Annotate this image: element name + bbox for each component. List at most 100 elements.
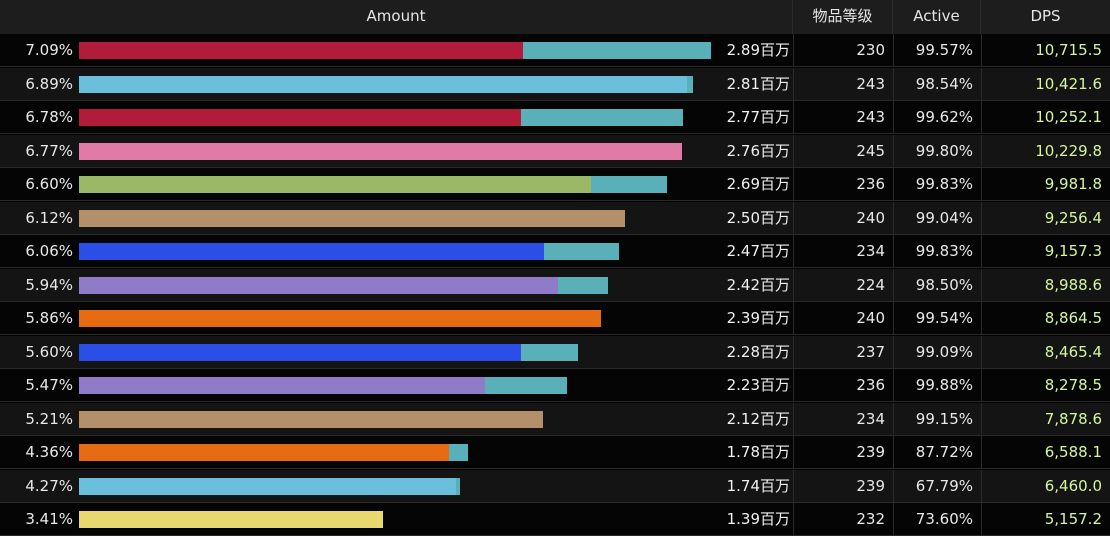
- bar-segment-secondary: [455, 477, 460, 495]
- item-level-value: 224: [793, 268, 885, 302]
- dps-value: 8,864.5: [981, 302, 1102, 335]
- percent-share: 4.36%: [25, 443, 73, 461]
- amount-bar: [79, 436, 719, 469]
- table-row[interactable]: 4.27% 1.74百万 239 67.79% 6,460.0: [0, 469, 1110, 503]
- active-value: 98.54%: [893, 67, 973, 101]
- bar-segment-main: [79, 75, 688, 93]
- amount-bar: [79, 302, 719, 335]
- dps-value: 10,252.1: [981, 101, 1102, 134]
- amount-value: 2.69百万: [726, 175, 790, 193]
- table-row[interactable]: 6.78% 2.77百万 243 99.62% 10,252.1: [0, 101, 1110, 134]
- item-level-value: 243: [793, 67, 885, 101]
- bar-segment-main: [79, 176, 591, 193]
- dps-value: 8,278.5: [981, 369, 1102, 402]
- table-row[interactable]: 6.06% 2.47百万 234 99.83% 9,157.3: [0, 235, 1110, 268]
- amount-bar: [79, 34, 719, 67]
- amount-value: 2.47百万: [726, 242, 790, 260]
- percent-share: 6.60%: [25, 175, 73, 193]
- table-row[interactable]: 5.21% 2.12百万 234 99.15% 7,878.6: [0, 402, 1110, 436]
- table-row[interactable]: 4.36% 1.78百万 239 87.72% 6,588.1: [0, 436, 1110, 469]
- amount-value: 1.74百万: [726, 476, 790, 495]
- percent-share: 6.78%: [25, 108, 73, 126]
- percent-share: 3.41%: [25, 510, 73, 528]
- active-value: 99.88%: [893, 369, 973, 402]
- percent-share: 7.09%: [25, 41, 73, 59]
- percent-share: 6.12%: [25, 208, 73, 227]
- amount-bar: [79, 470, 719, 503]
- table-row[interactable]: 6.12% 2.50百万 240 99.04% 9,256.4: [0, 201, 1110, 235]
- active-value: 99.09%: [893, 335, 973, 369]
- dps-value: 10,421.6: [981, 67, 1102, 101]
- percent-share: 5.60%: [25, 342, 73, 361]
- active-value: 99.57%: [893, 34, 973, 67]
- percent-share: 5.94%: [25, 275, 73, 294]
- bar-segment-main: [79, 276, 559, 294]
- table-row[interactable]: 6.89% 2.81百万 243 98.54% 10,421.6: [0, 67, 1110, 101]
- item-level-value: 239: [793, 436, 885, 469]
- amount-bar: [79, 369, 719, 402]
- percent-share: 6.06%: [25, 242, 73, 260]
- table-row[interactable]: 5.94% 2.42百万 224 98.50% 8,988.6: [0, 268, 1110, 302]
- amount-bar: [79, 135, 719, 168]
- amount-value: 2.76百万: [726, 141, 790, 160]
- bar-segment-main: [79, 109, 522, 126]
- active-value: 87.72%: [893, 436, 973, 469]
- percent-share: 6.77%: [25, 141, 73, 160]
- amount-bar: [79, 403, 719, 436]
- active-value: 98.50%: [893, 268, 973, 302]
- bar-segment-main: [79, 343, 522, 361]
- amount-value: 2.89百万: [726, 41, 790, 59]
- active-value: 99.62%: [893, 101, 973, 134]
- bar-segment-secondary: [590, 176, 668, 193]
- active-value: 73.60%: [893, 503, 973, 536]
- amount-bar: [79, 336, 719, 369]
- bar-segment-secondary: [485, 377, 567, 394]
- table-row[interactable]: 6.77% 2.76百万 245 99.80% 10,229.8: [0, 134, 1110, 168]
- amount-value: 2.42百万: [726, 275, 790, 294]
- bar-segment-secondary: [521, 109, 684, 126]
- dps-value: 10,715.5: [981, 34, 1102, 67]
- table-header: Amount 物品等级 Active DPS: [0, 0, 1110, 35]
- bar-segment-main: [79, 477, 456, 495]
- amount-value: 2.12百万: [726, 409, 790, 428]
- amount-bar: [79, 503, 719, 536]
- bar-segment-main: [79, 444, 449, 461]
- percent-share: 5.86%: [25, 309, 73, 327]
- table-row[interactable]: 6.60% 2.69百万 236 99.83% 9,981.8: [0, 168, 1110, 201]
- column-header-dps[interactable]: DPS: [1030, 7, 1061, 25]
- item-level-value: 234: [793, 235, 885, 268]
- table-row[interactable]: 7.09% 2.89百万 230 99.57% 10,715.5: [0, 34, 1110, 67]
- item-level-value: 245: [793, 134, 885, 168]
- amount-bar: [79, 235, 719, 268]
- active-value: 67.79%: [893, 469, 973, 503]
- dps-value: 9,981.8: [981, 168, 1102, 201]
- column-header-active[interactable]: Active: [893, 0, 981, 34]
- table-row[interactable]: 5.60% 2.28百万 237 99.09% 8,465.4: [0, 335, 1110, 369]
- bar-segment-secondary: [543, 243, 620, 260]
- percent-share: 6.89%: [25, 74, 73, 93]
- item-level-value: 240: [793, 302, 885, 335]
- amount-value: 2.81百万: [726, 74, 790, 93]
- dps-value: 7,878.6: [981, 402, 1102, 436]
- active-value: 99.80%: [893, 134, 973, 168]
- item-level-value: 243: [793, 101, 885, 134]
- bar-segment-main: [79, 42, 524, 59]
- table-row[interactable]: 3.41% 1.39百万 232 73.60% 5,157.2: [0, 503, 1110, 536]
- amount-bar: [79, 202, 719, 235]
- amount-bar: [79, 269, 719, 302]
- column-header-amount[interactable]: Amount: [0, 0, 793, 34]
- dps-value: 6,460.0: [981, 469, 1102, 503]
- table-row[interactable]: 5.47% 2.23百万 236 99.88% 8,278.5: [0, 369, 1110, 402]
- table-row[interactable]: 5.86% 2.39百万 240 99.54% 8,864.5: [0, 302, 1110, 335]
- percent-share: 4.27%: [25, 476, 73, 495]
- dps-value: 9,256.4: [981, 201, 1102, 235]
- item-level-value: 239: [793, 469, 885, 503]
- active-value: 99.83%: [893, 235, 973, 268]
- item-level-value: 230: [793, 34, 885, 67]
- amount-bar: [79, 101, 719, 134]
- active-value: 99.83%: [893, 168, 973, 201]
- amount-value: 2.23百万: [726, 376, 790, 394]
- column-header-item-level[interactable]: 物品等级: [793, 0, 893, 34]
- percent-share: 5.21%: [25, 409, 73, 428]
